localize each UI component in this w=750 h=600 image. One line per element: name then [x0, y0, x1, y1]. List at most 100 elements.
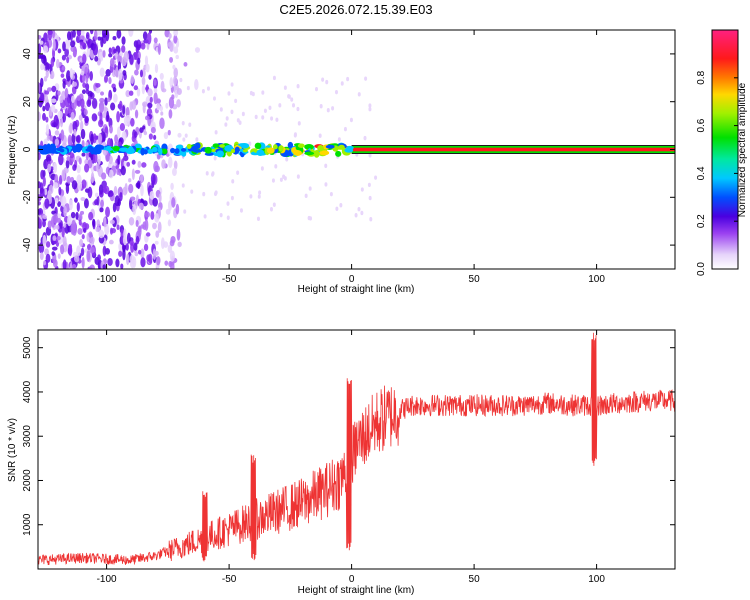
noise-speckle	[103, 185, 110, 195]
noise-speckle	[103, 216, 107, 228]
noise-speckle	[39, 92, 45, 105]
noise-speckle	[146, 32, 152, 45]
noise-speckle	[116, 30, 122, 39]
colorbar: 0.0 0.2 0.4 0.6 0.8 Normalized spectral ampl…	[696, 29, 748, 276]
noise-speckle	[354, 213, 358, 218]
noise-speckle	[79, 238, 84, 248]
noise-speckle	[357, 207, 361, 212]
noise-speckle	[108, 77, 112, 85]
carrier-blob	[140, 147, 145, 156]
noise-speckle	[139, 174, 144, 183]
noise-speckle	[69, 40, 76, 48]
noise-speckle	[97, 133, 102, 144]
noise-speckle	[61, 226, 65, 238]
noise-speckle	[139, 69, 143, 78]
noise-speckle	[99, 67, 105, 77]
noise-speckle	[85, 83, 90, 91]
noise-speckle	[297, 121, 301, 126]
x-tick-label: -50	[222, 574, 237, 585]
noise-speckle	[52, 259, 58, 268]
noise-speckle	[339, 203, 343, 208]
noise-speckle	[274, 164, 278, 169]
noise-speckle	[131, 100, 137, 110]
noise-speckle	[334, 89, 338, 95]
noise-speckle	[158, 206, 162, 218]
colorbar-label: Normalized spectral amplitude	[737, 82, 748, 217]
noise-speckle	[137, 160, 142, 168]
noise-speckle	[175, 203, 180, 215]
noise-speckle	[42, 112, 46, 121]
noise-speckle	[42, 234, 47, 247]
noise-speckle	[46, 135, 51, 141]
x-tick-label: 0	[349, 574, 355, 585]
noise-speckle	[65, 183, 70, 194]
noise-speckle	[38, 181, 42, 189]
noise-speckle	[194, 47, 201, 53]
noise-speckle	[119, 123, 126, 131]
noise-speckle	[118, 250, 123, 257]
noise-speckle	[38, 54, 42, 59]
noise-speckle	[49, 74, 54, 79]
noise-speckle	[131, 159, 136, 165]
noise-speckle	[45, 226, 52, 236]
noise-speckle	[62, 236, 67, 247]
colorbar-gradient	[712, 30, 738, 269]
noise-speckle	[80, 128, 86, 140]
noise-speckle	[94, 55, 99, 62]
noise-speckle	[40, 169, 45, 180]
noise-speckle	[75, 211, 79, 220]
noise-speckle	[145, 232, 151, 237]
colorbar-tick-label: 0.6	[696, 118, 707, 132]
noise-speckle	[44, 198, 50, 209]
noise-speckle	[92, 218, 96, 228]
noise-speckle	[141, 76, 146, 86]
noise-speckle	[137, 57, 141, 65]
noise-speckle	[285, 157, 289, 162]
noise-speckle	[121, 36, 126, 45]
noise-speckle	[363, 135, 367, 141]
noise-speckle	[173, 34, 178, 44]
noise-speckle	[95, 82, 101, 88]
x-tick-label: 50	[469, 574, 481, 585]
noise-speckle	[91, 97, 98, 109]
noise-speckle	[167, 129, 171, 136]
carrier-blob	[158, 147, 163, 156]
noise-speckle	[73, 255, 80, 263]
noise-speckle	[125, 242, 129, 251]
carrier-blob	[297, 143, 305, 148]
noise-speckle	[123, 160, 128, 167]
noise-speckle	[48, 184, 54, 195]
noise-speckle	[42, 176, 46, 187]
noise-speckle	[68, 104, 73, 116]
noise-speckle	[62, 259, 67, 269]
noise-speckle	[131, 168, 135, 181]
noise-speckle	[153, 134, 157, 140]
noise-speckle	[194, 78, 199, 91]
noise-speckle	[66, 175, 71, 184]
noise-speckle	[90, 172, 95, 184]
carrier-blob	[287, 141, 294, 149]
carrier-blob	[170, 147, 176, 154]
noise-speckle	[83, 109, 88, 116]
noise-speckle	[54, 138, 60, 146]
noise-speckle	[89, 246, 95, 254]
noise-speckle	[169, 250, 175, 262]
noise-speckle	[88, 211, 94, 221]
noise-speckle	[135, 219, 139, 228]
noise-speckle	[143, 131, 148, 136]
noise-speckle	[130, 75, 135, 85]
noise-speckle	[51, 246, 58, 251]
noise-speckle	[128, 216, 135, 226]
spectrogram-x-axis: -100 -50 0 50 100	[97, 30, 605, 285]
noise-speckle	[152, 197, 158, 207]
noise-speckle	[54, 130, 60, 136]
noise-speckle	[167, 42, 173, 48]
noise-speckle	[82, 82, 87, 88]
noise-speckle	[51, 85, 57, 93]
noise-speckle	[325, 79, 329, 85]
noise-speckle	[184, 133, 188, 138]
x-tick-label: -50	[222, 274, 237, 285]
spectrogram-carrier-layer	[38, 141, 675, 158]
noise-speckle	[195, 137, 199, 142]
noise-speckle	[66, 155, 71, 162]
